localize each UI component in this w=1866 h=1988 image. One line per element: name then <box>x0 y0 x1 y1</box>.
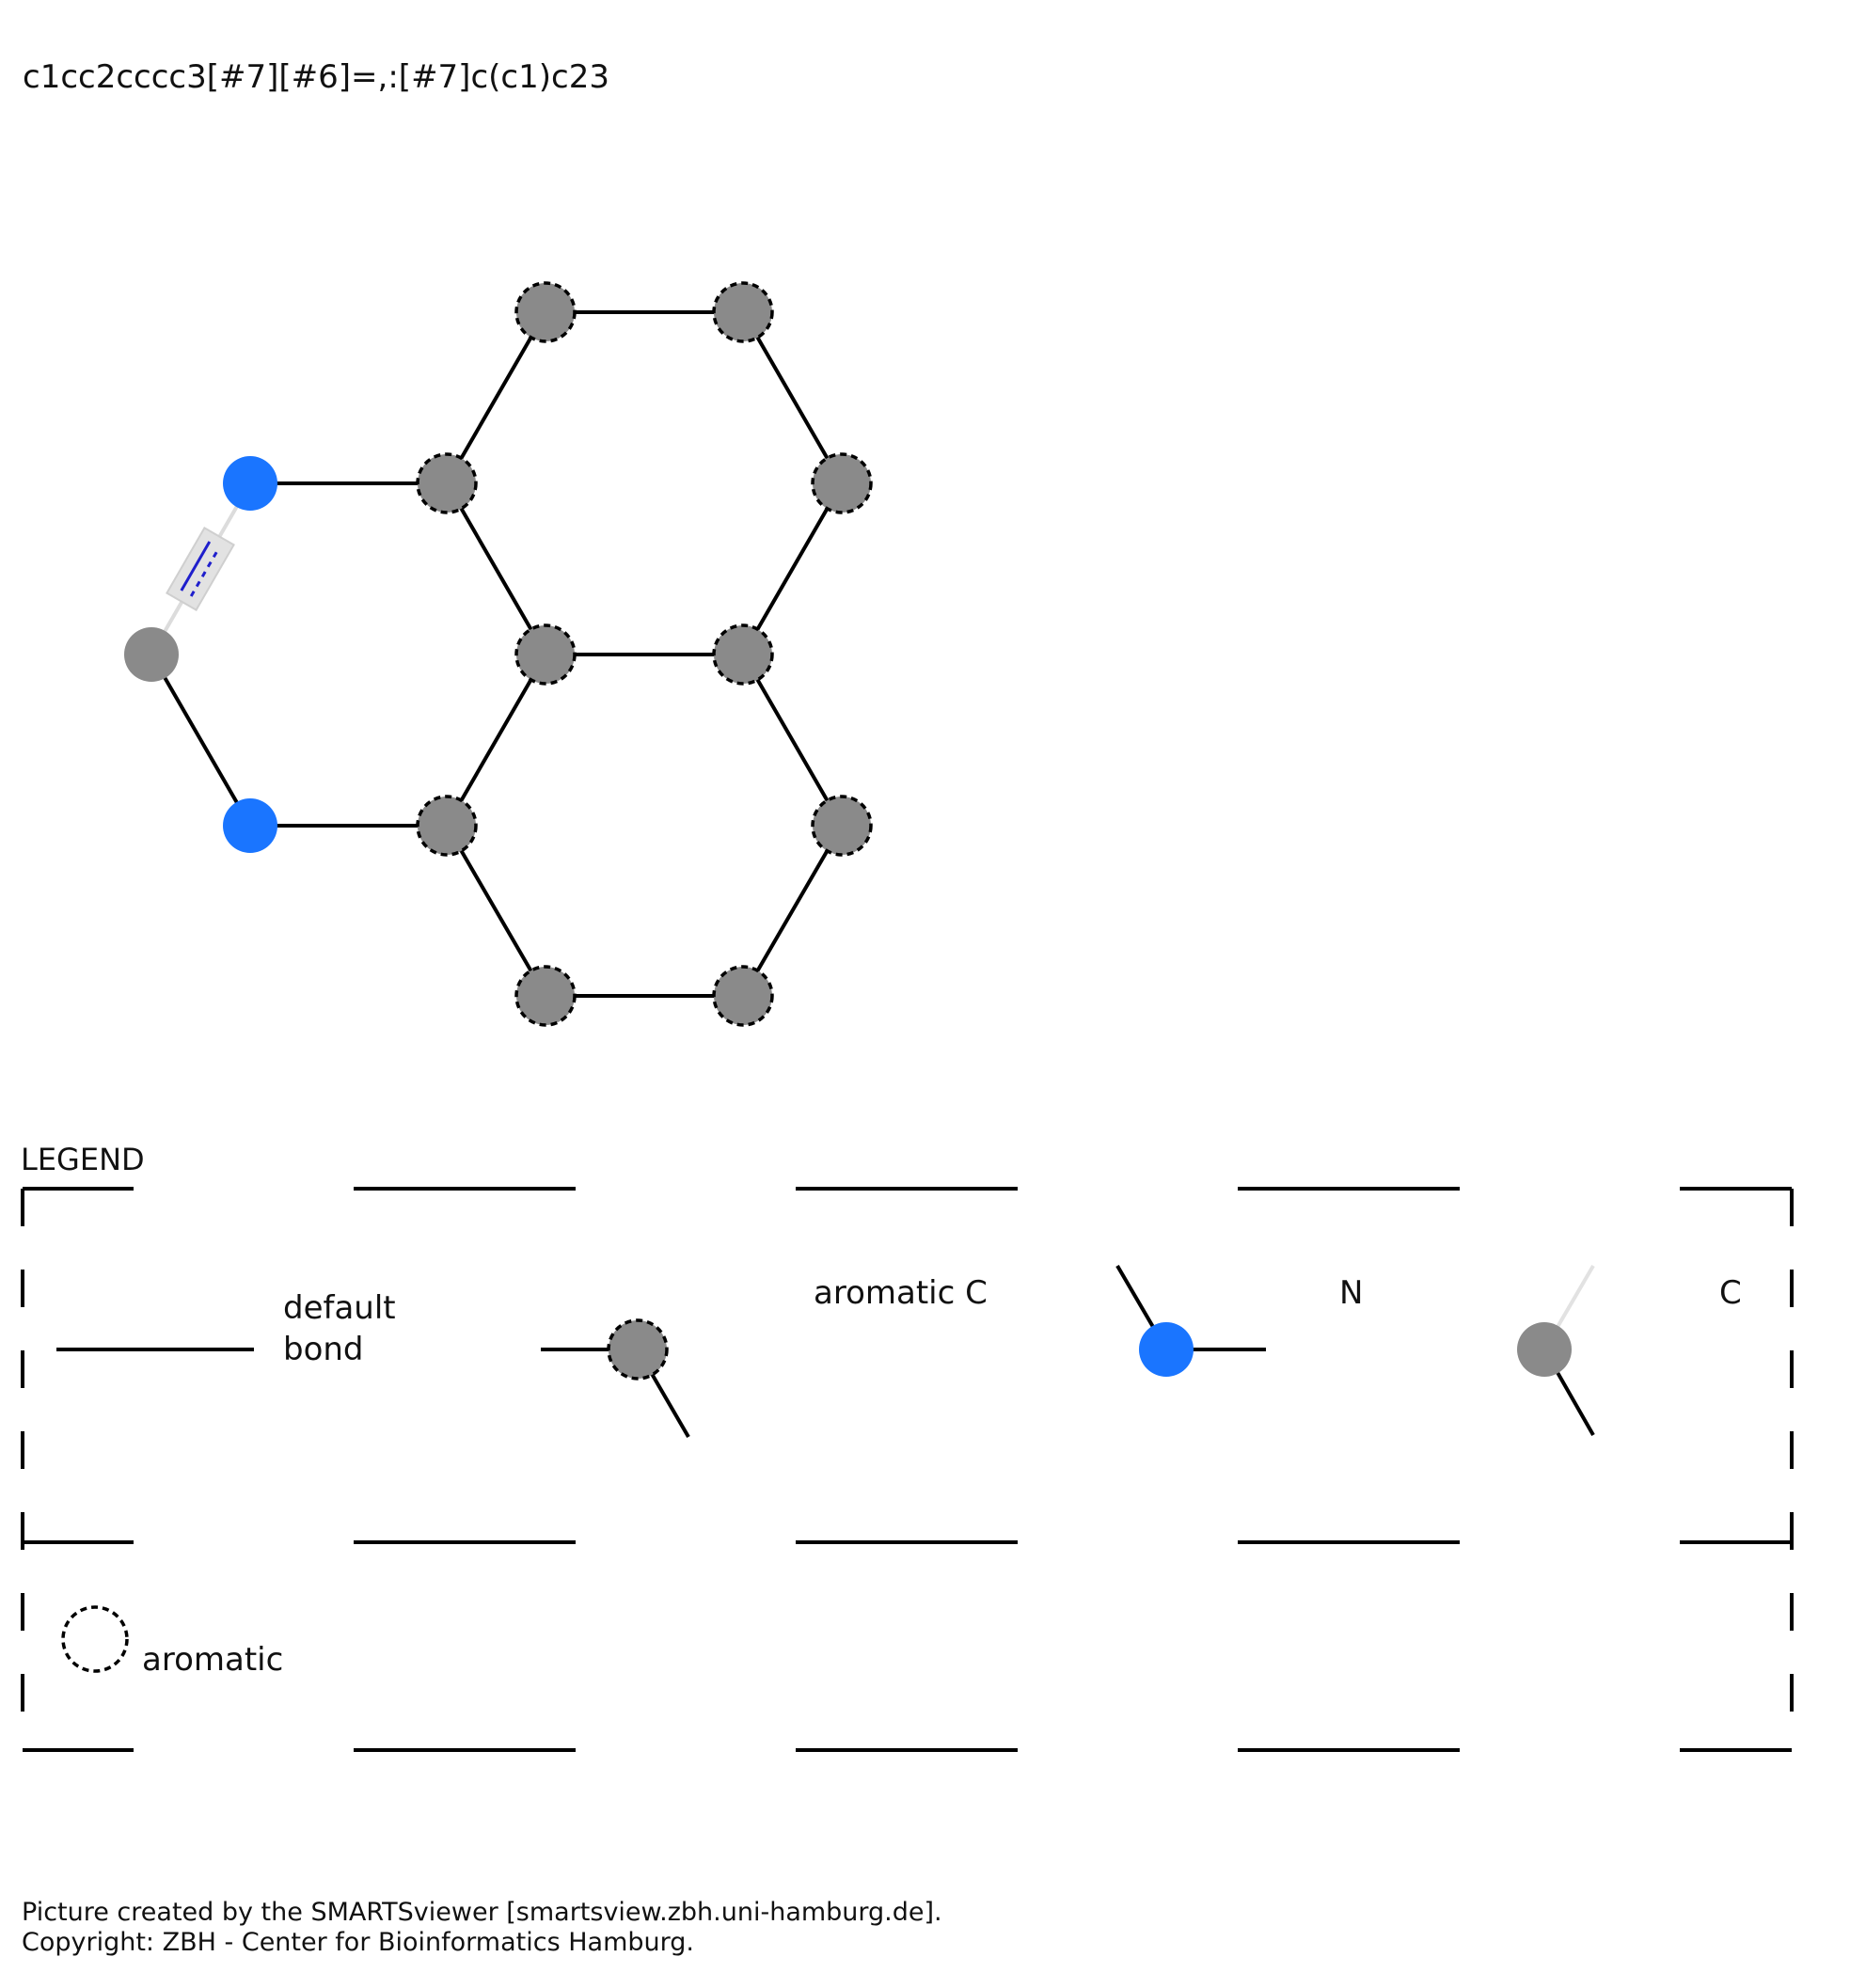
legend-default-bond-label: bond <box>283 1331 364 1368</box>
atom-nitrogen <box>223 456 277 511</box>
legend-default-bond-label: default <box>283 1289 396 1327</box>
bond <box>445 654 547 827</box>
atom-aromatic-carbon <box>811 795 873 857</box>
atom-aromatic-carbon <box>416 795 478 857</box>
atom-aromatic-carbon <box>514 965 577 1027</box>
atom-aromatic-carbon <box>712 623 774 686</box>
bond <box>445 824 547 998</box>
legend-nitrogen <box>1115 1264 1266 1377</box>
smarts-string: c1cc2cccc3[#7][#6]=,:[#7]c(c1)c23 <box>23 58 609 96</box>
legend-n-label: N <box>1339 1274 1363 1312</box>
legend-aromatic-label: aromatic <box>142 1641 283 1679</box>
bond <box>445 311 547 484</box>
atom-aromatic-carbon <box>811 452 873 514</box>
legend-c-label: C <box>1719 1274 1742 1312</box>
atom-aromatic-carbon <box>712 965 774 1027</box>
legend-aromatic-circle <box>61 1605 129 1673</box>
atom-nitrogen <box>223 798 277 853</box>
legend-aromatic-carbon <box>541 1318 690 1439</box>
footer: Picture created by the SMARTSviewer [sma… <box>22 1898 942 1958</box>
footer-copyright: Copyright: ZBH - Center for Bioinformati… <box>22 1928 694 1957</box>
bond <box>741 482 844 655</box>
query-bond-double-or-aromatic <box>150 482 252 655</box>
bond <box>741 311 844 484</box>
bond <box>741 824 844 998</box>
atom-aromatic-carbon <box>514 623 577 686</box>
atom-aromatic-carbon <box>712 281 774 343</box>
bond <box>150 654 252 827</box>
bond <box>741 654 844 827</box>
legend-carbon <box>1517 1264 1595 1436</box>
legend-aromatic-c-label: aromatic C <box>814 1274 988 1312</box>
atoms <box>124 281 873 1027</box>
atom-aromatic-carbon <box>416 452 478 514</box>
bonds <box>150 310 844 998</box>
footer-credit: Picture created by the SMARTSviewer [sma… <box>22 1898 942 1927</box>
bond <box>445 482 547 655</box>
atom-carbon <box>124 627 179 682</box>
legend-title: LEGEND <box>21 1142 145 1177</box>
molecule <box>124 281 873 1027</box>
legend: LEGEND default bond <box>21 1142 1794 1752</box>
atom-aromatic-carbon <box>514 281 577 343</box>
legend-frame <box>21 1187 1794 1752</box>
